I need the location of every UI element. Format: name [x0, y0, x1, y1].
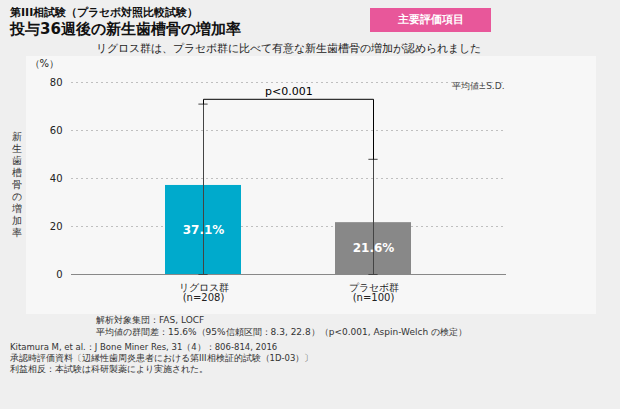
svg-text:40: 40: [50, 173, 63, 184]
html-text:Kitamura M, et al.：J Bone Mine: Kitamura M, et al.：J Bone Miner Res, 31（…: [10, 342, 278, 352]
html-text:第III相試験（プラセボ対照比較試験）: 第III相試験（プラセボ対照比較試験）: [10, 6, 199, 19]
svg-text:60: 60: [50, 125, 63, 136]
svg-text:37.1%: 37.1%: [183, 223, 225, 237]
html-text:投与36週後の新生歯槽骨の増加率: 投与36週後の新生歯槽骨の増加率: [10, 20, 241, 38]
html-text:利益相反：本試験は科研製薬により実施された。: 利益相反：本試験は科研製薬により実施された。: [10, 364, 208, 374]
svg-text:平均値±S.D.: 平均値±S.D.: [452, 81, 505, 91]
html-text:承認時評価資料〔辺縁性歯周炎患者における第III相検証的試験: 承認時評価資料〔辺縁性歯周炎患者における第III相検証的試験（1D-03）〕: [10, 353, 314, 363]
html-text:平均値の群間差：15.6%（95%信頼区間：8.3, 22.: 平均値の群間差：15.6%（95%信頼区間：8.3, 22.8）（p<0.001…: [96, 327, 467, 337]
html-text:解析対象集団：FAS, LOCF: 解析対象集団：FAS, LOCF: [96, 315, 205, 325]
svg-text:p<0.001: p<0.001: [265, 85, 313, 98]
html-text:リグロス群は、プラセボ群に比べて有意な新生歯槽骨の増加が認め: リグロス群は、プラセボ群に比べて有意な新生歯槽骨の増加が認められました: [96, 42, 481, 55]
svg-text:0: 0: [56, 269, 62, 280]
svg-text:（%）: （%）: [30, 58, 60, 69]
svg-text:リグロス群(n=208): リグロス群(n=208): [179, 282, 229, 303]
svg-text:20: 20: [50, 221, 63, 232]
svg-text:プラセボ群(n=100): プラセボ群(n=100): [349, 282, 399, 303]
html-text:主要評価項目: 主要評価項目: [397, 13, 464, 26]
svg-text:21.6%: 21.6%: [353, 241, 395, 255]
html-text:新 生 歯 槽 骨 の 増 加 率: 新 生 歯 槽 骨 の 増 加 率: [12, 131, 22, 238]
svg-text:80: 80: [50, 77, 63, 88]
